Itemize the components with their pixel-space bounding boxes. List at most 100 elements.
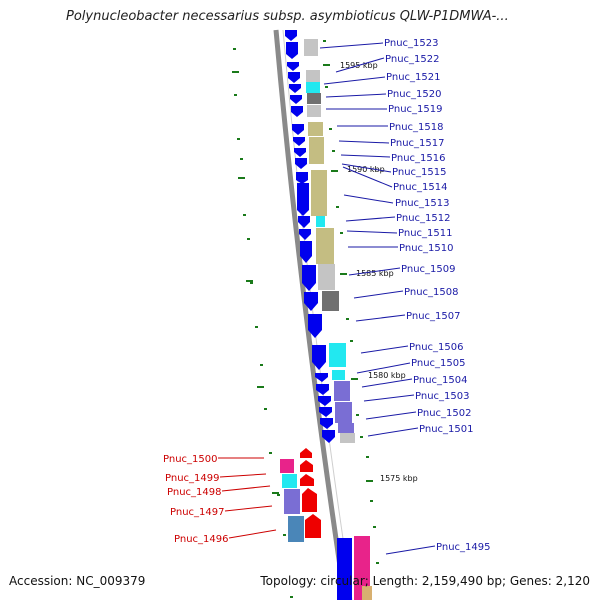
gene-label[interactable]: Pnuc_1501 xyxy=(419,424,473,435)
gene-arrow[interactable] xyxy=(291,106,303,117)
gene-arrow[interactable] xyxy=(295,158,307,169)
cog-block[interactable] xyxy=(354,536,370,600)
gene-label[interactable]: Pnuc_1513 xyxy=(395,198,449,209)
gene-label[interactable]: Pnuc_1517 xyxy=(390,138,444,149)
gene-arrow[interactable] xyxy=(300,448,312,458)
gene-label[interactable]: Pnuc_1514 xyxy=(393,182,447,193)
gene-label[interactable]: Pnuc_1499 xyxy=(165,473,219,484)
cog-block[interactable] xyxy=(304,39,318,56)
gene-label[interactable]: Pnuc_1503 xyxy=(415,391,469,402)
gene-arrow[interactable] xyxy=(292,124,304,135)
cog-block[interactable] xyxy=(335,402,352,423)
gene-label[interactable]: Pnuc_1509 xyxy=(401,264,455,275)
gene-arrow[interactable] xyxy=(320,418,333,429)
gene-label[interactable]: Pnuc_1502 xyxy=(417,408,471,419)
cog-block[interactable] xyxy=(307,93,321,104)
gene-arrow[interactable] xyxy=(294,148,306,157)
gene-arrow[interactable] xyxy=(286,42,298,59)
cog-block[interactable] xyxy=(334,381,350,401)
gene-label[interactable]: Pnuc_1516 xyxy=(391,153,445,164)
cog-block[interactable] xyxy=(316,216,325,227)
gene-labels-plus: Pnuc_1523 Pnuc_1522 Pnuc_1521 Pnuc_1520 … xyxy=(384,38,490,553)
gene-label[interactable]: Pnuc_1505 xyxy=(411,358,465,369)
gene-arrow[interactable] xyxy=(318,396,331,406)
genome-backbone xyxy=(273,29,348,600)
genome-summary: Topology: circular; Length: 2,159,490 bp… xyxy=(260,574,590,588)
gene-label[interactable]: Pnuc_1519 xyxy=(388,104,442,115)
gene-arrow[interactable] xyxy=(298,216,310,228)
gene-arrow[interactable] xyxy=(299,229,311,240)
gene-label[interactable]: Pnuc_1515 xyxy=(392,167,446,178)
scale-dots-left xyxy=(233,48,293,598)
gene-label[interactable]: Pnuc_1511 xyxy=(398,228,452,239)
gene-label[interactable]: Pnuc_1498 xyxy=(167,487,221,498)
gene-label[interactable]: Pnuc_1507 xyxy=(406,311,460,322)
gene-arrow[interactable] xyxy=(287,62,299,71)
gene-label[interactable]: Pnuc_1506 xyxy=(409,342,463,353)
scale-label-1580: 1580 kbp xyxy=(368,371,406,380)
cog-block[interactable] xyxy=(322,291,339,311)
gene-arrow[interactable] xyxy=(300,474,314,486)
gene-label[interactable]: Pnuc_1510 xyxy=(399,243,453,254)
leader-lines-minus xyxy=(218,457,277,539)
scale-ticks-left xyxy=(232,71,279,494)
gene-arrow[interactable] xyxy=(297,183,309,216)
cog-block[interactable] xyxy=(362,586,372,600)
gene-arrow[interactable] xyxy=(300,241,312,263)
gene-arrow[interactable] xyxy=(305,514,321,538)
cog-block[interactable] xyxy=(308,122,323,136)
cog-block[interactable] xyxy=(340,433,355,443)
gene-arrow[interactable] xyxy=(300,460,313,472)
gene-arrow[interactable] xyxy=(315,373,328,382)
gene-label[interactable]: Pnuc_1495 xyxy=(436,542,490,553)
gene-arrow[interactable] xyxy=(308,314,322,338)
gene-label[interactable]: Pnuc_1497 xyxy=(170,507,224,518)
cog-blocks-right xyxy=(304,39,372,600)
gene-arrow[interactable] xyxy=(316,384,329,395)
scale-dots-right xyxy=(323,40,379,564)
gene-arrow[interactable] xyxy=(312,345,326,370)
cog-block[interactable] xyxy=(329,343,346,367)
cog-block[interactable] xyxy=(338,423,354,433)
cog-block[interactable] xyxy=(284,489,300,514)
gene-arrow[interactable] xyxy=(289,84,301,93)
gene-arrow[interactable] xyxy=(319,407,332,417)
gene-label[interactable]: Pnuc_1520 xyxy=(387,89,441,100)
leader-lines-plus xyxy=(319,42,436,555)
accession-label: Accession: NC_009379 xyxy=(9,574,146,588)
gene-arrow[interactable] xyxy=(288,72,300,83)
cog-block[interactable] xyxy=(306,82,320,93)
gene-label[interactable]: Pnuc_1504 xyxy=(413,375,467,386)
cog-block[interactable] xyxy=(309,137,324,164)
gene-label[interactable]: Pnuc_1521 xyxy=(386,72,440,83)
gene-arrow[interactable] xyxy=(302,265,316,291)
gene-arrow[interactable] xyxy=(285,30,297,41)
cog-blocks-left xyxy=(280,459,304,542)
cog-block[interactable] xyxy=(282,474,297,488)
gene-label[interactable]: Pnuc_1522 xyxy=(385,54,439,65)
gene-arrow[interactable] xyxy=(304,292,318,311)
gene-arrow[interactable] xyxy=(302,488,317,512)
cog-block[interactable] xyxy=(288,516,304,542)
gene-label[interactable]: Pnuc_1508 xyxy=(404,287,458,298)
cog-block[interactable] xyxy=(307,105,321,117)
cog-block[interactable] xyxy=(306,70,320,82)
gene-arrow[interactable] xyxy=(290,95,302,104)
cog-block[interactable] xyxy=(311,170,327,216)
cog-block[interactable] xyxy=(280,459,294,473)
gene-label[interactable]: Pnuc_1512 xyxy=(396,213,450,224)
gene-arrow[interactable] xyxy=(322,430,335,443)
cog-block[interactable] xyxy=(318,264,335,290)
gene-arrow[interactable] xyxy=(293,137,305,146)
gene-label[interactable]: Pnuc_1496 xyxy=(174,534,228,545)
scale-label-1585: 1585 kbp xyxy=(356,269,394,278)
gene-block[interactable] xyxy=(337,538,352,600)
gene-label[interactable]: Pnuc_1518 xyxy=(389,122,443,133)
cog-block[interactable] xyxy=(332,370,345,380)
gene-label[interactable]: Pnuc_1523 xyxy=(384,38,438,49)
cog-block[interactable] xyxy=(316,228,334,264)
plus-strand-genes xyxy=(285,30,352,600)
gene-label[interactable]: Pnuc_1500 xyxy=(163,454,217,465)
gene-arrow[interactable] xyxy=(296,172,308,184)
